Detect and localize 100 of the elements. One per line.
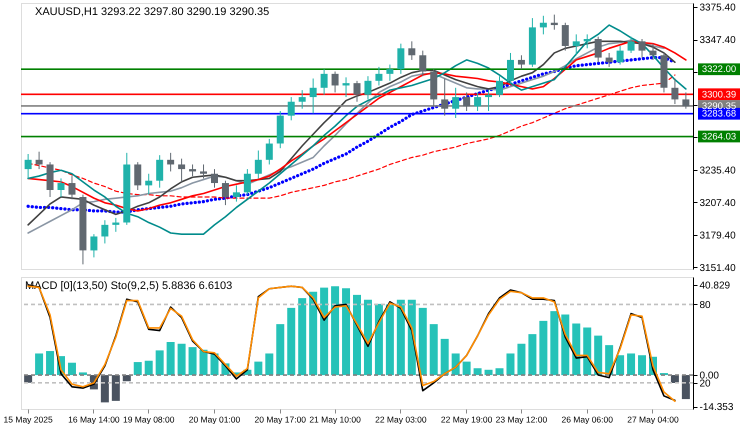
bar — [254, 362, 262, 376]
bar — [364, 300, 372, 376]
bar — [583, 327, 592, 376]
candlestick — [232, 184, 240, 202]
x-tick-label: 27 May 04:00 — [627, 414, 680, 424]
ref-line-label: 3322.00 — [702, 64, 736, 76]
candlestick — [156, 154, 164, 188]
chart-title: XAUUSD,H1 3293.22 3297.80 3290.19 3290.35 — [35, 6, 270, 18]
candlestick — [134, 162, 142, 191]
x-tick-label: 16 May 14:00 — [68, 414, 120, 424]
bar — [100, 375, 109, 402]
bar — [178, 344, 186, 376]
bar — [298, 298, 306, 376]
candlestick — [386, 64, 394, 82]
x-tick-label: 20 May 01:00 — [188, 414, 241, 424]
candlestick — [101, 220, 108, 244]
bar — [396, 300, 405, 376]
candlestick — [419, 50, 426, 77]
bar — [506, 353, 514, 376]
candlestick — [671, 78, 678, 105]
candlestick — [540, 15, 547, 35]
bar — [112, 375, 120, 401]
y-tick-label: 3179.40 — [700, 230, 736, 242]
bar — [539, 320, 548, 376]
x-tick-label: 19 May 08:00 — [122, 414, 175, 424]
x-tick-label: 20 May 17:00 — [254, 414, 306, 424]
bar — [188, 347, 197, 376]
y-tick-label: 40.829 — [700, 280, 731, 292]
bar — [484, 370, 493, 376]
candlestick — [354, 80, 360, 102]
bar — [572, 323, 580, 376]
candlestick — [649, 43, 656, 60]
candlestick — [36, 151, 43, 170]
candlestick — [397, 43, 404, 74]
candlestick — [463, 92, 470, 112]
candlestick — [288, 96, 295, 121]
bar — [616, 355, 624, 376]
candlestick — [189, 164, 196, 177]
candlestick — [342, 76, 350, 98]
candlestick — [210, 168, 218, 188]
candlestick — [364, 76, 372, 100]
candlestick — [200, 164, 208, 179]
candlestick — [474, 92, 482, 112]
bar — [134, 362, 142, 376]
candlestick — [112, 217, 120, 232]
candlestick — [266, 138, 273, 165]
bar — [550, 311, 558, 376]
candlestick — [167, 152, 174, 172]
bar — [35, 353, 44, 376]
bar — [68, 362, 76, 376]
candlestick — [616, 45, 624, 66]
candlestick — [452, 87, 460, 118]
x-tick-label: 22 May 19:00 — [440, 414, 493, 424]
y2-tick-label: 20 — [700, 378, 712, 390]
y-tick-label: 3375.40 — [700, 2, 736, 14]
x-tick-label: 21 May 10:00 — [309, 414, 362, 424]
bar — [331, 286, 340, 376]
ref-line-label: 3264.03 — [702, 132, 736, 143]
candlestick — [298, 90, 306, 110]
candlestick — [24, 154, 32, 179]
candlestick — [254, 150, 262, 179]
bar — [682, 375, 690, 400]
bar — [156, 350, 164, 376]
bar — [320, 288, 328, 376]
candlestick — [682, 92, 690, 110]
y-tick-label: 3347.40 — [700, 35, 736, 46]
candlestick — [518, 54, 525, 70]
bar — [166, 342, 175, 376]
candlestick — [68, 176, 76, 200]
candlestick — [441, 78, 448, 116]
bar — [342, 288, 350, 376]
y-tick-label: 3151.40 — [700, 262, 736, 274]
bar — [517, 344, 526, 376]
candlestick — [90, 234, 98, 258]
bar — [374, 304, 383, 376]
candlestick — [594, 36, 602, 63]
candlestick — [606, 52, 613, 68]
bar — [276, 324, 284, 376]
bar — [638, 355, 646, 376]
candlestick — [506, 52, 514, 84]
bar — [353, 294, 361, 376]
x-tick-label: 26 May 06:00 — [561, 414, 614, 424]
candlestick — [496, 76, 504, 98]
bar — [265, 353, 274, 376]
y2-tick-label: 80 — [700, 300, 712, 311]
bar — [418, 308, 427, 376]
candlestick — [145, 173, 152, 196]
bar — [144, 360, 153, 376]
bar — [440, 338, 449, 376]
candlestick — [584, 34, 591, 49]
candlestick — [638, 38, 646, 58]
bar — [386, 304, 394, 376]
candlestick — [58, 178, 65, 198]
candlestick — [332, 71, 339, 93]
bar — [430, 324, 438, 376]
candlestick — [222, 180, 229, 206]
y-tick-label: -14.353 — [700, 402, 734, 414]
bar — [309, 292, 318, 376]
candlestick — [310, 78, 317, 114]
bar — [287, 308, 296, 376]
